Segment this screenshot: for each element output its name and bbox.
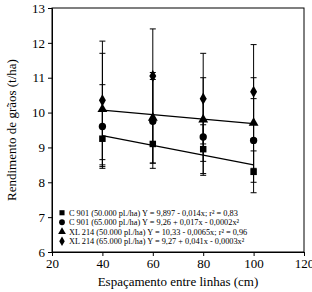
trend-line — [102, 136, 253, 165]
legend-label: XL 214 (65.000 pl./ha) Y = 9,27 + 0,041x… — [69, 237, 245, 246]
series — [99, 79, 258, 182]
error-bar — [251, 45, 257, 139]
x-axis-line — [53, 253, 305, 257]
legend-symbol — [59, 210, 64, 215]
y-tick-mark — [48, 43, 52, 44]
x-tick: 100 — [244, 252, 264, 271]
series — [97, 53, 258, 168]
y-axis-title: Rendimento de grãos (t/ha) — [4, 59, 19, 201]
x-axis-title: Espaçamento entre linhas (cm) — [98, 274, 259, 289]
y-tick: 6 — [39, 245, 53, 260]
x-tick: 60 — [147, 252, 160, 271]
y-tick-mark — [48, 252, 52, 253]
y-tick-label: 9 — [39, 140, 46, 155]
y-tick: 11 — [32, 70, 52, 85]
trend-line — [102, 110, 253, 124]
legend-label: C 901 (50.000 pl./ha) Y = 9,897 - 0,014x… — [69, 209, 238, 218]
legend-entry: C 901 (50.000 pl./ha) Y = 9,897 - 0,014x… — [59, 209, 237, 218]
error-bar-cap — [99, 159, 105, 160]
error-bar-cap — [200, 53, 206, 54]
x-tick: 40 — [96, 252, 109, 271]
x-tick: 80 — [197, 252, 210, 271]
x-tick-label: 120 — [295, 256, 312, 271]
x-tick-label: 40 — [96, 256, 109, 271]
y-axis-line — [48, 9, 53, 253]
plot: 20 40 60 80 100 120 6 7 8 9 10 11 12 13 C 901 (50.000 … — [32, 1, 312, 272]
error-bar-cap — [200, 161, 206, 162]
y-tick-label: 13 — [32, 1, 45, 16]
legend-label: C 901 (65.000 pl./ha) Y = 9,26 + 0,017x … — [69, 218, 240, 227]
y-tick: 7 — [39, 210, 53, 225]
y-tick-mark — [48, 8, 52, 9]
point — [99, 94, 106, 106]
y-tick-label: 11 — [32, 70, 45, 85]
error-bar-cap — [200, 143, 206, 144]
error-bar-cap — [99, 164, 105, 165]
y-tick: 10 — [32, 105, 52, 120]
error-bar-cap — [200, 175, 206, 176]
y-tick-label: 8 — [39, 175, 46, 190]
x-tick-label: 60 — [147, 256, 160, 271]
error-bar-cap — [150, 163, 156, 164]
y-tick: 8 — [39, 175, 53, 190]
point — [200, 93, 207, 105]
error-bar-cap — [251, 182, 257, 183]
error-bar-cap — [99, 41, 105, 42]
point — [250, 86, 257, 98]
point — [149, 70, 156, 82]
y-tick-label: 10 — [32, 105, 45, 120]
legend-entry: XL 214 (50.000 pl./ha) Y = 10,33 - 0,006… — [58, 227, 247, 236]
y-tick-mark — [48, 217, 52, 218]
x-tick: 20 — [46, 252, 59, 271]
error-bar — [150, 29, 156, 123]
error-bar-cap — [251, 138, 257, 139]
y-tick-mark — [48, 182, 52, 183]
series — [99, 29, 257, 160]
x-tick-label: 20 — [46, 256, 59, 271]
y-tick-label: 6 — [39, 245, 46, 260]
error-bar-cap — [251, 192, 257, 193]
y-tick: 13 — [32, 1, 52, 16]
error-bar-cap — [99, 168, 105, 169]
x-tick-label: 100 — [244, 256, 264, 271]
legend-symbol — [59, 219, 65, 225]
error-bar-cap — [150, 163, 156, 164]
legend-symbol — [58, 227, 66, 234]
y-axis: 6 7 8 9 10 11 12 13 — [32, 1, 53, 260]
y-tick-label: 12 — [32, 36, 45, 51]
y-tick-mark — [48, 78, 52, 79]
error-bar — [99, 41, 105, 160]
legend-symbol — [59, 237, 64, 246]
y-tick-mark — [48, 113, 52, 114]
x-axis: 20 40 60 80 100 120 — [46, 252, 312, 271]
y-tick-label: 7 — [39, 210, 46, 225]
legend-entry: C 901 (65.000 pl./ha) Y = 9,26 + 0,017x … — [59, 218, 239, 227]
plot-frame — [52, 8, 304, 252]
error-bar-cap — [150, 168, 156, 169]
series — [99, 111, 257, 193]
y-tick: 9 — [39, 140, 53, 155]
marks — [97, 29, 258, 193]
legend-label: XL 214 (50.000 pl./ha) Y = 10,33 - 0,006… — [69, 228, 247, 237]
y-tick: 12 — [32, 36, 52, 51]
legend-entry: XL 214 (65.000 pl./ha) Y = 9,27 + 0,041x… — [59, 237, 244, 247]
error-bar-cap — [150, 28, 156, 29]
error-bar — [200, 53, 206, 144]
error-bar-cap — [251, 44, 257, 45]
x-tick-label: 80 — [197, 256, 210, 271]
legend: C 901 (50.000 pl./ha) Y = 9,897 - 0,014x… — [58, 209, 247, 247]
chart: 20 40 60 80 100 120 6 7 8 9 10 11 12 13 C 901 (50.000 … — [0, 0, 312, 292]
error-bar-cap — [251, 168, 257, 169]
error-bar-cap — [150, 123, 156, 124]
x-tick: 120 — [295, 252, 312, 271]
y-tick-mark — [48, 147, 52, 148]
